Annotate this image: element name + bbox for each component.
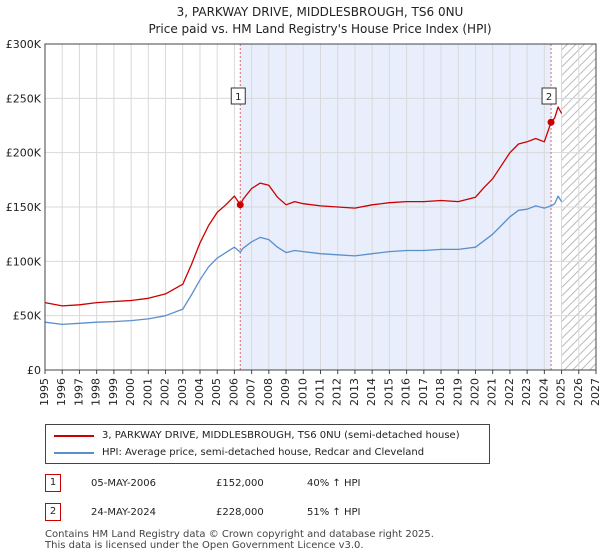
x-tick-label: 2001 [141,378,154,406]
x-tick-label: 2005 [210,378,223,406]
plot-frame [44,43,597,371]
sale-price: £152,000 [216,478,264,489]
y-tick-label: £0 [27,364,41,377]
x-tick-label: 2007 [245,378,258,406]
property-price-line [44,106,563,307]
hpi-line [44,195,563,326]
y-tick-label: £150K [6,201,42,214]
sale-hpi-change: 51% ↑ HPI [307,507,361,518]
sale-point [547,118,555,126]
x-tick-label: 2006 [227,378,240,406]
legend-label-property: 3, PARKWAY DRIVE, MIDDLESBROUGH, TS6 0NU… [102,430,460,441]
x-tick-label: 1995 [38,378,51,406]
x-tick-label: 1997 [72,378,85,406]
x-tick-label: 2013 [348,378,361,406]
x-tick-label: 2021 [486,378,499,406]
x-tick-label: 2023 [520,378,533,406]
y-tick-label: £300K [6,38,42,51]
x-tick-label: 2026 [572,378,585,406]
x-tick-label: 2024 [537,378,550,406]
x-tick-label: 2010 [296,378,309,406]
x-tick-label: 2008 [262,378,275,406]
sale-label-box [230,87,246,105]
sale-label-box [541,87,557,105]
x-tick-label: 2009 [279,378,292,406]
legend-swatch-blue [54,452,94,454]
y-tick-label: £50K [13,310,42,323]
sale-label-text: 2 [546,92,552,103]
x-tick-label: 1996 [55,378,68,406]
sale-price: £228,000 [216,507,264,518]
x-tick-label: 2017 [417,378,430,406]
sale-number-badge: 2 [45,503,61,521]
x-tick-label: 2015 [382,378,395,406]
sale-date: 05-MAY-2006 [91,478,157,489]
legend-label-hpi: HPI: Average price, semi-detached house,… [102,447,425,458]
x-tick-label: 2016 [400,378,413,406]
x-tick-label: 2027 [589,378,600,406]
sale-label-text: 1 [235,92,241,103]
x-tick-label: 2025 [555,378,568,406]
footer-licence: This data is licensed under the Open Gov… [45,540,364,551]
legend: 3, PARKWAY DRIVE, MIDDLESBROUGH, TS6 0NU… [45,424,490,464]
x-tick-label: 1999 [107,378,120,406]
sale-point [236,201,244,209]
x-tick-label: 2019 [451,378,464,406]
x-tick-label: 2004 [193,378,206,406]
x-tick-label: 2011 [314,378,327,406]
sale-hpi-change: 40% ↑ HPI [307,478,361,489]
y-tick-label: £100K [6,255,42,268]
x-tick-label: 2003 [176,378,189,406]
y-tick-label: £250K [6,92,42,105]
x-tick-label: 2014 [365,378,378,406]
x-tick-label: 2012 [331,378,344,406]
footer-copyright: Contains HM Land Registry data © Crown c… [45,529,434,540]
x-tick-label: 2000 [124,378,137,406]
legend-swatch-red [54,435,94,437]
x-tick-label: 2022 [503,378,516,406]
x-tick-label: 2002 [159,378,172,406]
price-chart: 3, PARKWAY DRIVE, MIDDLESBROUGH, TS6 0NU… [6,5,600,406]
footer: Contains HM Land Registry data © Crown c… [45,529,434,551]
sale-number-badge: 1 [45,474,61,492]
x-tick-label: 2018 [434,378,447,406]
x-tick-label: 2020 [468,378,481,406]
chart-subtitle: Price paid vs. HM Land Registry's House … [148,22,491,36]
y-tick-label: £200K [6,147,42,160]
sale-date: 24-MAY-2024 [91,507,157,518]
chart-title: 3, PARKWAY DRIVE, MIDDLESBROUGH, TS6 0NU [177,5,464,19]
x-tick-label: 1998 [90,378,103,406]
